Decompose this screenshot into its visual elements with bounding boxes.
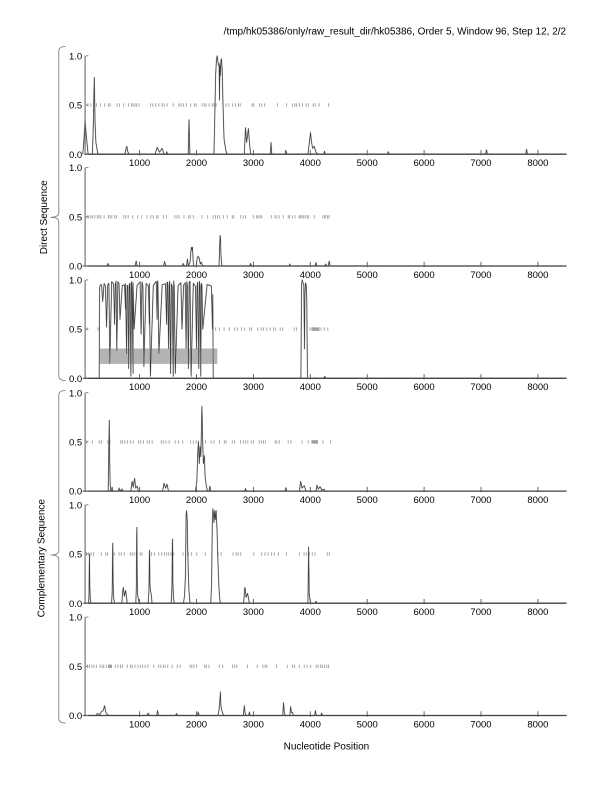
svg-text:1.0: 1.0 — [69, 613, 82, 624]
svg-text:1.0: 1.0 — [69, 500, 82, 511]
svg-text:Direct Sequence: Direct Sequence — [39, 180, 50, 254]
svg-text:3000: 3000 — [243, 158, 264, 169]
svg-text:0.5: 0.5 — [69, 212, 82, 223]
svg-text:4000: 4000 — [300, 270, 321, 281]
svg-text:0.5: 0.5 — [69, 101, 82, 112]
svg-text:7000: 7000 — [470, 607, 491, 618]
svg-text:4000: 4000 — [300, 607, 321, 618]
svg-text:0.5: 0.5 — [69, 662, 82, 673]
svg-text:8000: 8000 — [527, 495, 548, 506]
svg-text:4000: 4000 — [300, 495, 321, 506]
svg-text:7000: 7000 — [470, 719, 491, 730]
svg-text:6000: 6000 — [414, 382, 435, 393]
svg-text:1000: 1000 — [129, 495, 150, 506]
svg-text:2000: 2000 — [186, 607, 207, 618]
svg-text:0.0: 0.0 — [69, 711, 82, 722]
svg-text:1000: 1000 — [129, 607, 150, 618]
svg-text:4000: 4000 — [300, 719, 321, 730]
svg-text:1.0: 1.0 — [69, 276, 82, 287]
svg-text:0.0: 0.0 — [69, 374, 82, 385]
svg-text:6000: 6000 — [414, 495, 435, 506]
svg-text:2000: 2000 — [186, 495, 207, 506]
svg-text:5000: 5000 — [357, 158, 378, 169]
svg-text:5000: 5000 — [357, 607, 378, 618]
svg-text:8000: 8000 — [527, 382, 548, 393]
svg-text:/tmp/hk05386/only/raw_result_d: /tmp/hk05386/only/raw_result_dir/hk05386… — [224, 27, 567, 38]
svg-text:1000: 1000 — [129, 158, 150, 169]
svg-text:1.0: 1.0 — [69, 388, 82, 399]
svg-text:3000: 3000 — [243, 270, 264, 281]
svg-text:1000: 1000 — [129, 382, 150, 393]
svg-text:8000: 8000 — [527, 158, 548, 169]
svg-text:7000: 7000 — [470, 382, 491, 393]
svg-text:1000: 1000 — [129, 270, 150, 281]
svg-text:6000: 6000 — [414, 719, 435, 730]
svg-text:5000: 5000 — [357, 495, 378, 506]
svg-text:6000: 6000 — [414, 158, 435, 169]
svg-text:3000: 3000 — [243, 607, 264, 618]
svg-text:3000: 3000 — [243, 719, 264, 730]
svg-text:7000: 7000 — [470, 158, 491, 169]
svg-text:Nucleotide Position: Nucleotide Position — [284, 741, 370, 752]
svg-text:8000: 8000 — [527, 270, 548, 281]
svg-text:1.0: 1.0 — [69, 51, 82, 62]
svg-text:6000: 6000 — [414, 607, 435, 618]
svg-text:3000: 3000 — [243, 382, 264, 393]
svg-text:8000: 8000 — [527, 607, 548, 618]
svg-text:Complementary Sequence: Complementary Sequence — [37, 499, 48, 618]
svg-text:7000: 7000 — [470, 270, 491, 281]
svg-text:5000: 5000 — [357, 270, 378, 281]
svg-text:0.0: 0.0 — [69, 599, 82, 610]
svg-text:4000: 4000 — [300, 158, 321, 169]
svg-text:0.5: 0.5 — [69, 438, 82, 449]
svg-text:0.5: 0.5 — [69, 550, 82, 561]
svg-text:0.5: 0.5 — [69, 325, 82, 336]
svg-text:0.0: 0.0 — [69, 262, 82, 273]
svg-text:3000: 3000 — [243, 495, 264, 506]
svg-text:2000: 2000 — [186, 270, 207, 281]
svg-text:2000: 2000 — [186, 158, 207, 169]
svg-text:0.0: 0.0 — [69, 487, 82, 498]
svg-text:0.0: 0.0 — [69, 150, 82, 161]
svg-text:6000: 6000 — [414, 270, 435, 281]
svg-text:4000: 4000 — [300, 382, 321, 393]
svg-text:5000: 5000 — [357, 382, 378, 393]
svg-text:2000: 2000 — [186, 382, 207, 393]
svg-text:8000: 8000 — [527, 719, 548, 730]
svg-text:7000: 7000 — [470, 495, 491, 506]
svg-text:1000: 1000 — [129, 719, 150, 730]
svg-text:1.0: 1.0 — [69, 163, 82, 174]
svg-text:2000: 2000 — [186, 719, 207, 730]
svg-text:5000: 5000 — [357, 719, 378, 730]
